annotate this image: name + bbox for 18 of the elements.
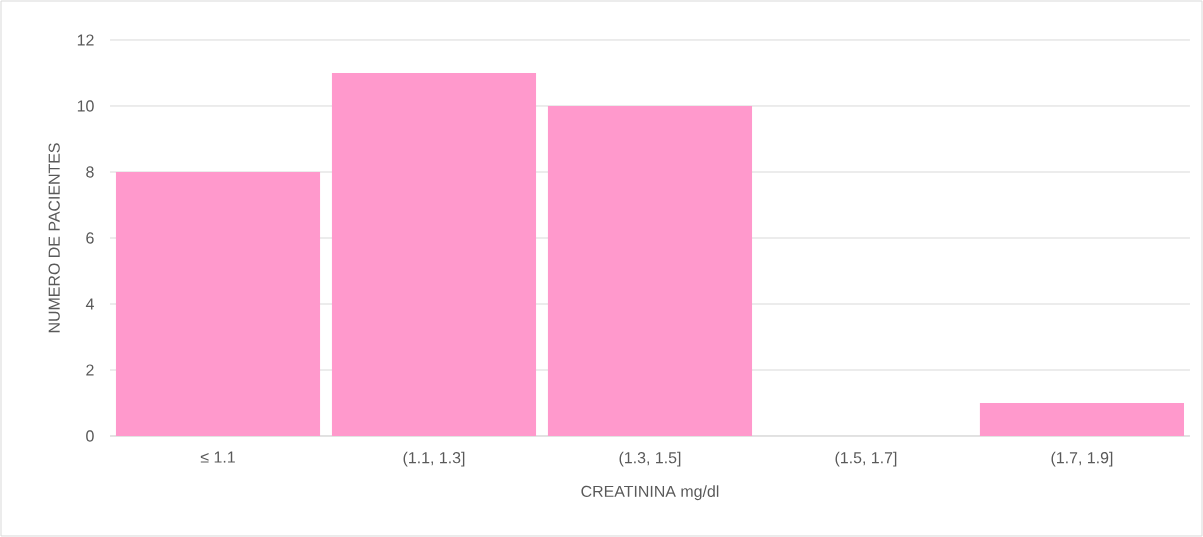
x-axis-title: CREATININA mg/dl — [581, 485, 719, 501]
x-tick-label: ≤ 1.1 — [200, 451, 235, 463]
x-tick-label: (1.1, 1.3] — [403, 451, 465, 467]
bar — [547, 105, 753, 436]
x-tick-label: (1.5, 1.7] — [835, 451, 897, 467]
bar — [979, 402, 1185, 436]
bar — [331, 72, 537, 436]
y-tick-label: 4 — [85, 298, 94, 310]
y-axis-title: NUMERO DE PACIENTES — [48, 143, 60, 333]
y-tick-label: 10 — [77, 100, 94, 112]
y-tick-label: 6 — [86, 232, 94, 244]
bar — [115, 171, 321, 436]
y-tick-label: 8 — [86, 166, 94, 178]
x-tick-label: (1.7, 1.9] — [1051, 451, 1113, 467]
y-tick-label: 2 — [86, 364, 94, 376]
y-tick-label: 12 — [77, 34, 94, 46]
x-tick-label: (1.3, 1.5] — [619, 451, 681, 467]
y-tick-label: 0 — [86, 430, 94, 442]
